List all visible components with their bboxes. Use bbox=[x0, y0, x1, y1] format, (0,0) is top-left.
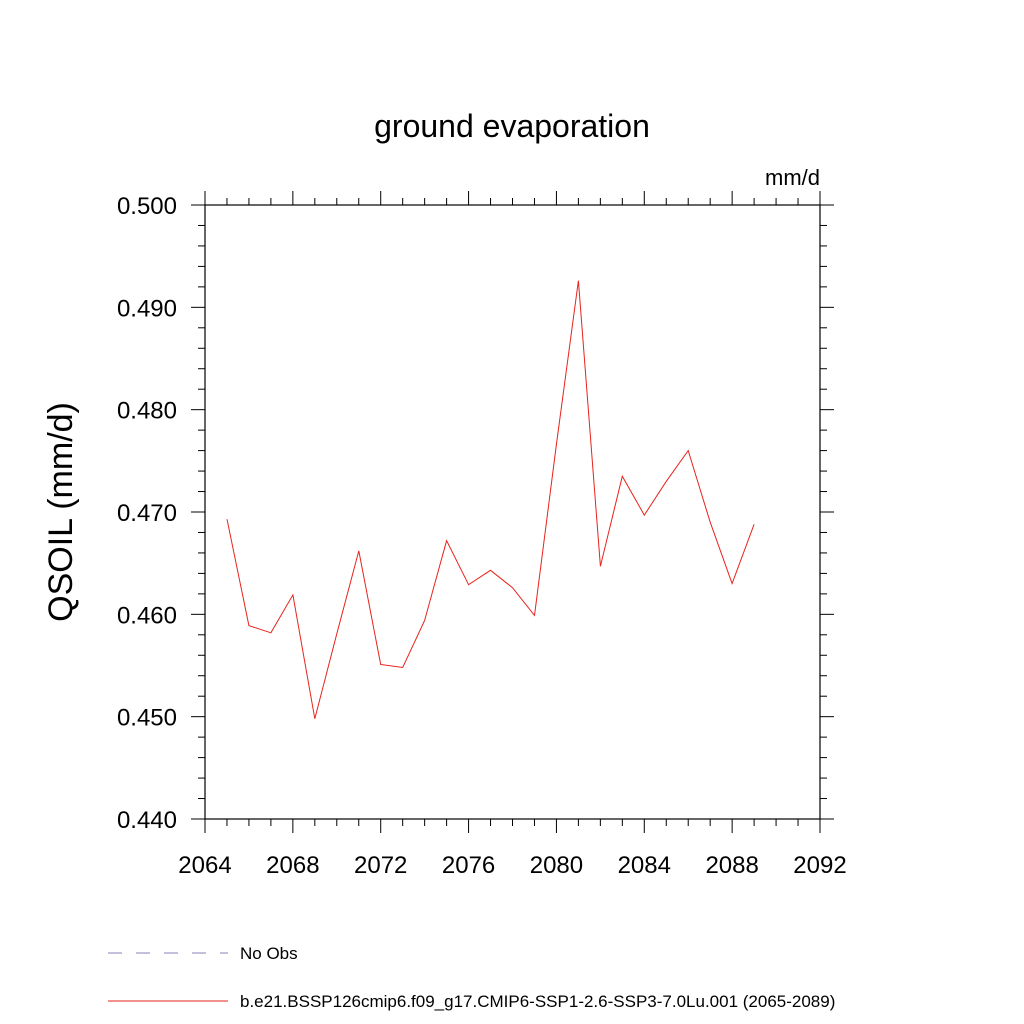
y-axis-label: QSOIL (mm/d) bbox=[42, 402, 80, 622]
y-tick-label: 0.480 bbox=[117, 398, 177, 425]
units-label: mm/d bbox=[765, 165, 820, 190]
y-tick-label: 0.470 bbox=[117, 500, 177, 527]
plot-frame bbox=[204, 204, 821, 820]
x-tick-label: 2068 bbox=[266, 852, 319, 879]
axis-ticks: 2064 2068 2072 2076 2080 2084 2088 2092 0.440 0.4… bbox=[117, 191, 847, 879]
legend-label-no-obs: No Obs bbox=[240, 944, 298, 963]
x-tick-label: 2072 bbox=[354, 852, 407, 879]
x-tick-label: 2064 bbox=[178, 852, 231, 879]
x-tick-label: 2080 bbox=[530, 852, 583, 879]
x-tick-label: 2092 bbox=[793, 852, 846, 879]
y-tick-label: 0.460 bbox=[117, 602, 177, 629]
x-tick-label: 2084 bbox=[618, 852, 671, 879]
x-tick-label: 2076 bbox=[442, 852, 495, 879]
x-tick-label: 2088 bbox=[705, 852, 758, 879]
y-tick-label: 0.440 bbox=[117, 807, 177, 834]
y-tick-label: 0.490 bbox=[117, 295, 177, 322]
legend: No Obs b.e21.BSSP126cmip6.f09_g17.CMIP6-… bbox=[108, 944, 835, 1011]
series-line-0 bbox=[226, 280, 755, 719]
y-tick-label: 0.450 bbox=[117, 705, 177, 732]
chart-title: ground evaporation bbox=[374, 108, 650, 144]
legend-label-model: b.e21.BSSP126cmip6.f09_g17.CMIP6-SSP1-2.… bbox=[240, 992, 835, 1011]
y-tick-label: 0.500 bbox=[117, 193, 177, 220]
series-layer bbox=[226, 280, 755, 719]
